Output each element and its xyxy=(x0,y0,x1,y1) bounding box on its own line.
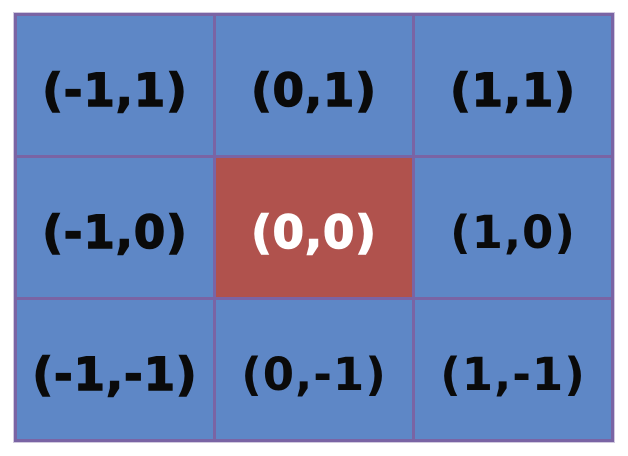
cell-label: (-1,-1) xyxy=(32,348,198,401)
grid-cell-neg1-neg1: (-1,-1) xyxy=(17,300,213,439)
grid-cell-neg1-1: (-1,1) xyxy=(17,16,213,155)
grid-cell-0-neg1: (0,-1) xyxy=(216,300,412,439)
grid-cell-1-neg1: (1,-1) xyxy=(415,300,611,439)
cell-label: (0,1) xyxy=(250,64,377,117)
cell-label: (1,-1) xyxy=(440,348,586,401)
grid-cell-1-0: (1,0) xyxy=(415,158,611,297)
grid-cell-neg1-0: (-1,0) xyxy=(17,158,213,297)
cell-label: (0,0) xyxy=(250,206,377,259)
cell-label: (1,1) xyxy=(449,64,576,117)
cell-label: (1,0) xyxy=(450,206,576,259)
cell-label: (-1,0) xyxy=(42,206,188,259)
grid-cell-1-1: (1,1) xyxy=(415,16,611,155)
grid-cell-0-1: (0,1) xyxy=(216,16,412,155)
cell-label: (-1,1) xyxy=(42,64,188,117)
cell-label: (0,-1) xyxy=(241,348,387,401)
grid-cell-0-0-center: (0,0) xyxy=(216,158,412,297)
coordinate-grid: (-1,1) (0,1) (1,1) (-1,0) (0,0) (1,0) (-… xyxy=(14,13,614,442)
